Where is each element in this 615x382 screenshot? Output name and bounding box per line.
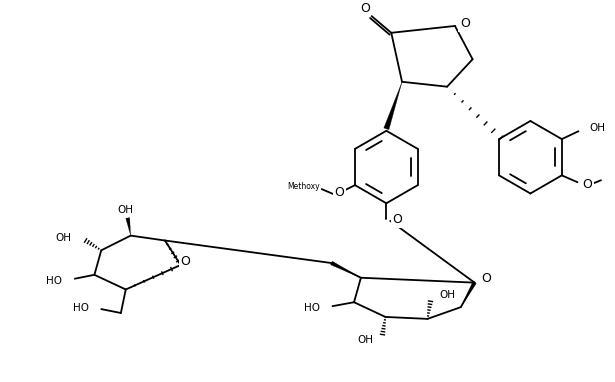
Text: O: O bbox=[482, 272, 491, 285]
Polygon shape bbox=[126, 218, 130, 236]
Text: O: O bbox=[335, 186, 344, 199]
Text: HO: HO bbox=[73, 303, 89, 313]
Text: HO: HO bbox=[46, 276, 62, 286]
Text: HO: HO bbox=[304, 303, 320, 313]
Text: O: O bbox=[460, 18, 470, 31]
Text: O: O bbox=[360, 2, 370, 15]
Text: O: O bbox=[392, 214, 402, 227]
Text: OH: OH bbox=[589, 123, 605, 133]
Text: OH: OH bbox=[117, 205, 133, 215]
Polygon shape bbox=[384, 82, 402, 129]
Text: Methoxy: Methoxy bbox=[287, 181, 320, 191]
Text: O: O bbox=[582, 178, 592, 191]
Text: OH: OH bbox=[358, 335, 374, 345]
Polygon shape bbox=[461, 282, 476, 307]
Text: OH: OH bbox=[56, 233, 72, 243]
Polygon shape bbox=[331, 261, 361, 278]
Text: OH: OH bbox=[439, 290, 455, 300]
Text: O: O bbox=[181, 254, 191, 267]
